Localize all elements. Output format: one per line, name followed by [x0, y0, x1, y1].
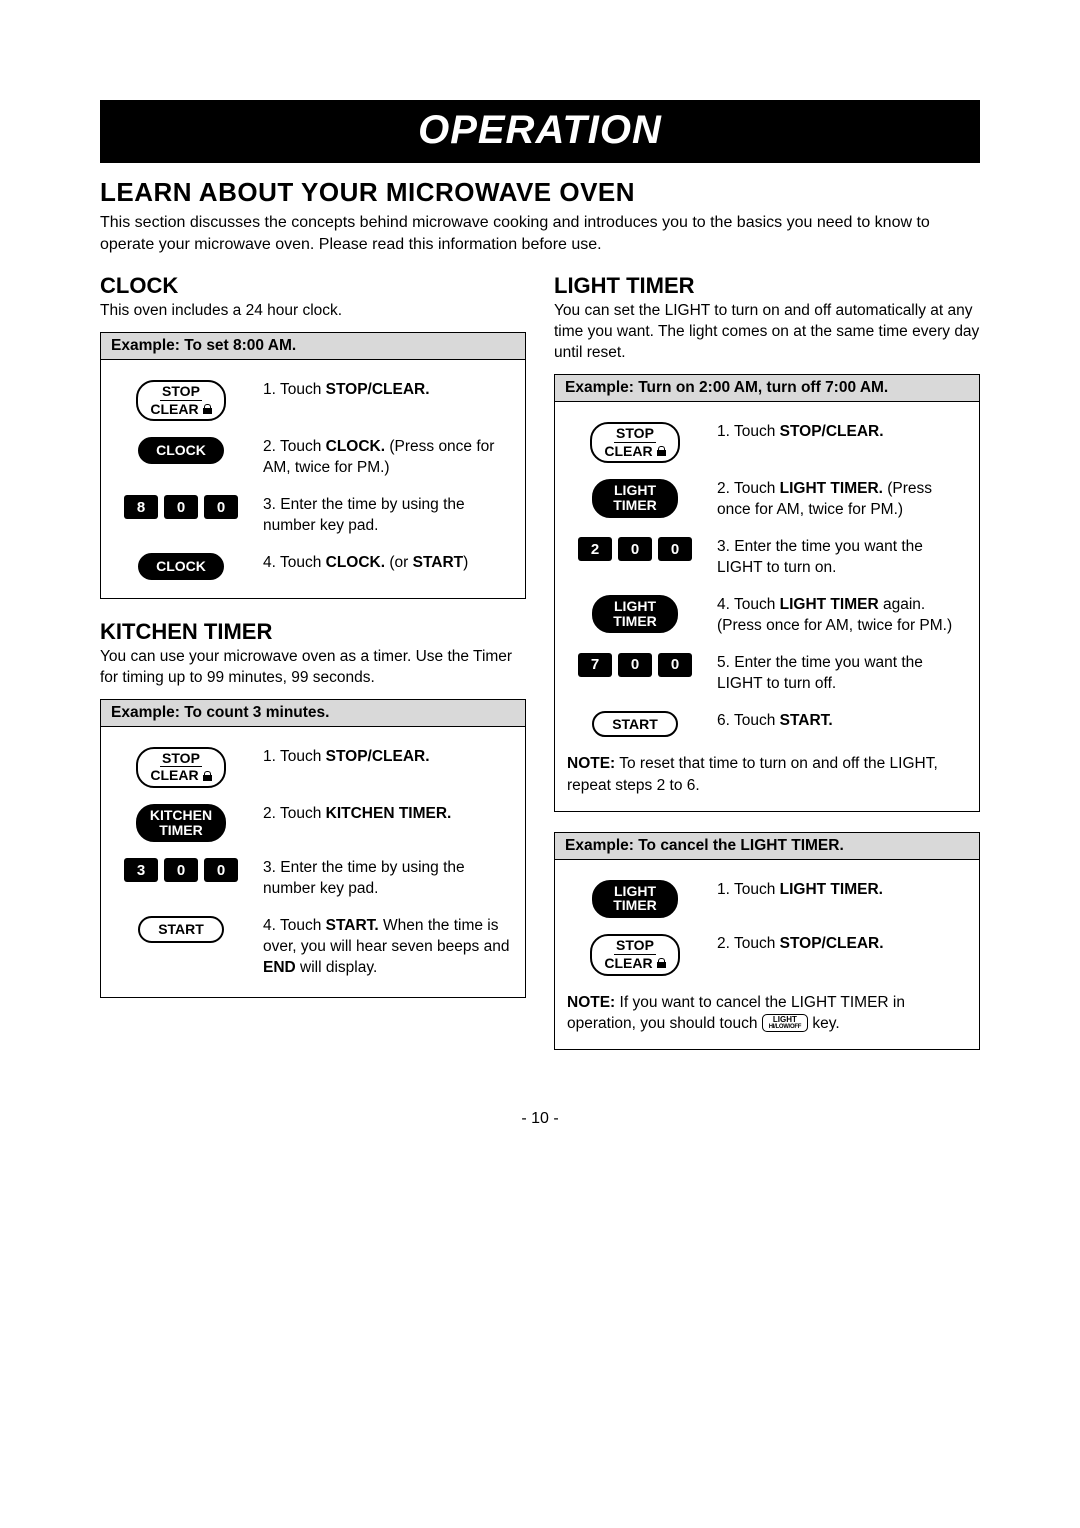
- clock-button[interactable]: CLOCK: [138, 553, 224, 580]
- light-step-6: START 6. Touch START.: [567, 711, 967, 738]
- numkey[interactable]: 0: [658, 537, 692, 561]
- numkey[interactable]: 3: [124, 858, 158, 882]
- clock-example-body: STOP CLEAR 1. Touch STOP/CLEAR. CLOCK 2.…: [101, 360, 525, 598]
- kitchen-example-box: Example: To count 3 minutes. STOP CLEAR …: [100, 699, 526, 998]
- kitchen-step-2: KITCHEN TIMER 2. Touch KITCHEN TIMER.: [113, 804, 513, 842]
- numkey[interactable]: 0: [204, 495, 238, 519]
- numkey[interactable]: 0: [618, 537, 652, 561]
- clock-example-box: Example: To set 8:00 AM. STOP CLEAR 1. T…: [100, 332, 526, 599]
- light-heading: LIGHT TIMER: [554, 273, 980, 299]
- light-timer-button[interactable]: LIGHT TIMER: [592, 479, 678, 517]
- page-title: LEARN ABOUT YOUR MICROWAVE OVEN: [100, 177, 980, 208]
- kitchen-step-1: STOP CLEAR 1. Touch STOP/CLEAR.: [113, 747, 513, 788]
- lock-icon: [203, 771, 212, 781]
- numpad-800: 8 0 0: [124, 495, 238, 519]
- light-cancel-title: Example: To cancel the LIGHT TIMER.: [555, 833, 979, 860]
- numkey[interactable]: 0: [658, 653, 692, 677]
- two-columns: CLOCK This oven includes a 24 hour clock…: [100, 273, 980, 1070]
- cancel-step-2: STOP CLEAR 2. Touch STOP/CLEAR.: [567, 934, 967, 975]
- kitchen-step-3: 3 0 0 3. Enter the time by using the num…: [113, 858, 513, 900]
- light-example-title: Example: Turn on 2:00 AM, turn off 7:00 …: [555, 375, 979, 402]
- light-hi-low-off-key[interactable]: LIGHT HI/LOW/OFF: [762, 1014, 808, 1032]
- light-step-1: STOP CLEAR 1. Touch STOP/CLEAR.: [567, 422, 967, 463]
- right-column: LIGHT TIMER You can set the LIGHT to tur…: [554, 273, 980, 1070]
- light-example-body: STOP CLEAR 1. Touch STOP/CLEAR. LIGHT TI…: [555, 402, 979, 811]
- light-note-1: NOTE: To reset that time to turn on and …: [567, 753, 967, 796]
- page: OPERATION LEARN ABOUT YOUR MICROWAVE OVE…: [0, 0, 1080, 1168]
- kitchen-timer-button[interactable]: KITCHEN TIMER: [136, 804, 226, 842]
- light-example-box: Example: Turn on 2:00 AM, turn off 7:00 …: [554, 374, 980, 812]
- lock-icon: [657, 958, 666, 968]
- numkey[interactable]: 2: [578, 537, 612, 561]
- numkey[interactable]: 7: [578, 653, 612, 677]
- clock-step-3: 8 0 0 3. Enter the time by using the num…: [113, 495, 513, 537]
- clock-step-2: CLOCK 2. Touch CLOCK. (Press once for AM…: [113, 437, 513, 479]
- numkey[interactable]: 8: [124, 495, 158, 519]
- light-cancel-box: Example: To cancel the LIGHT TIMER. LIGH…: [554, 832, 980, 1050]
- numkey[interactable]: 0: [164, 495, 198, 519]
- kitchen-heading: KITCHEN TIMER: [100, 619, 526, 645]
- clock-heading: CLOCK: [100, 273, 526, 299]
- clock-example-title: Example: To set 8:00 AM.: [101, 333, 525, 360]
- clock-step-1: STOP CLEAR 1. Touch STOP/CLEAR.: [113, 380, 513, 421]
- clock-step-4: CLOCK 4. Touch CLOCK. (or START): [113, 553, 513, 580]
- light-step-3: 2 0 0 3. Enter the time you want the LIG…: [567, 537, 967, 579]
- stop-clear-button[interactable]: STOP CLEAR: [136, 747, 225, 788]
- stop-clear-button[interactable]: STOP CLEAR: [136, 380, 225, 421]
- kitchen-example-body: STOP CLEAR 1. Touch STOP/CLEAR. KITCHEN …: [101, 727, 525, 997]
- light-step-2: LIGHT TIMER 2. Touch LIGHT TIMER. (Press…: [567, 479, 967, 521]
- light-desc: You can set the LIGHT to turn on and off…: [554, 301, 980, 364]
- light-step-5: 7 0 0 5. Enter the time you want the LIG…: [567, 653, 967, 695]
- start-button[interactable]: START: [592, 711, 678, 738]
- light-note-2: NOTE: If you want to cancel the LIGHT TI…: [567, 992, 967, 1035]
- numpad-200: 2 0 0: [578, 537, 692, 561]
- numkey[interactable]: 0: [204, 858, 238, 882]
- kitchen-step-4: START 4. Touch START. When the time is o…: [113, 916, 513, 979]
- start-button[interactable]: START: [138, 916, 224, 943]
- numkey[interactable]: 0: [618, 653, 652, 677]
- lock-icon: [203, 404, 212, 414]
- numkey[interactable]: 0: [164, 858, 198, 882]
- clock-desc: This oven includes a 24 hour clock.: [100, 301, 526, 322]
- stop-clear-button[interactable]: STOP CLEAR: [590, 422, 679, 463]
- light-step-4: LIGHT TIMER 4. Touch LIGHT TIMER again. …: [567, 595, 967, 637]
- page-number: - 10 -: [100, 1110, 980, 1128]
- light-cancel-body: LIGHT TIMER 1. Touch LIGHT TIMER. STOP C…: [555, 860, 979, 1049]
- light-timer-button[interactable]: LIGHT TIMER: [592, 880, 678, 918]
- kitchen-desc: You can use your microwave oven as a tim…: [100, 647, 526, 689]
- numpad-300: 3 0 0: [124, 858, 238, 882]
- lock-icon: [657, 446, 666, 456]
- kitchen-example-title: Example: To count 3 minutes.: [101, 700, 525, 727]
- stop-clear-button[interactable]: STOP CLEAR: [590, 934, 679, 975]
- section-banner: OPERATION: [100, 100, 980, 163]
- cancel-step-1: LIGHT TIMER 1. Touch LIGHT TIMER.: [567, 880, 967, 918]
- numpad-700: 7 0 0: [578, 653, 692, 677]
- clock-button[interactable]: CLOCK: [138, 437, 224, 464]
- intro-text: This section discusses the concepts behi…: [100, 212, 980, 255]
- light-timer-button[interactable]: LIGHT TIMER: [592, 595, 678, 633]
- left-column: CLOCK This oven includes a 24 hour clock…: [100, 273, 526, 1070]
